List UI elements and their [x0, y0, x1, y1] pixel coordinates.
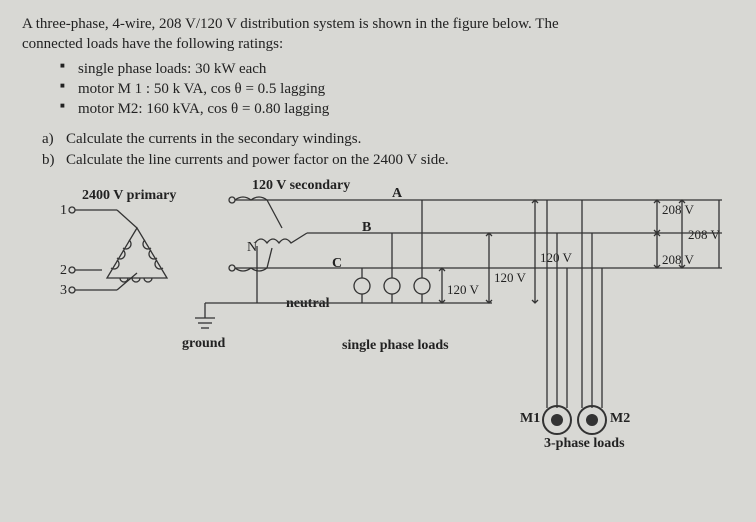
circuit-figure: 2400 V primary 120 V secondary 1 2 3 A B…: [22, 178, 734, 458]
question-b-text: Calculate the line currents and power fa…: [66, 150, 449, 170]
question-a-text: Calculate the currents in the secondary …: [66, 129, 361, 149]
load-item-1: single phase loads: 30 kW each: [78, 61, 266, 77]
questions-block: a) Calculate the currents in the seconda…: [42, 129, 734, 170]
load-ratings-list: single phase loads: 30 kW each motor M 1…: [60, 59, 734, 120]
question-b-letter: b): [42, 150, 66, 170]
intro-line-2: connected loads have the following ratin…: [22, 36, 283, 52]
intro-line-1: A three-phase, 4-wire, 208 V/120 V distr…: [22, 16, 559, 32]
load-item-3: motor M2: 160 kVA, cos θ = 0.80 lagging: [78, 101, 329, 117]
question-a-letter: a): [42, 129, 66, 149]
load-item-2: motor M 1 : 50 k VA, cos θ = 0.5 lagging: [78, 81, 325, 97]
circuit-svg: [22, 178, 734, 458]
